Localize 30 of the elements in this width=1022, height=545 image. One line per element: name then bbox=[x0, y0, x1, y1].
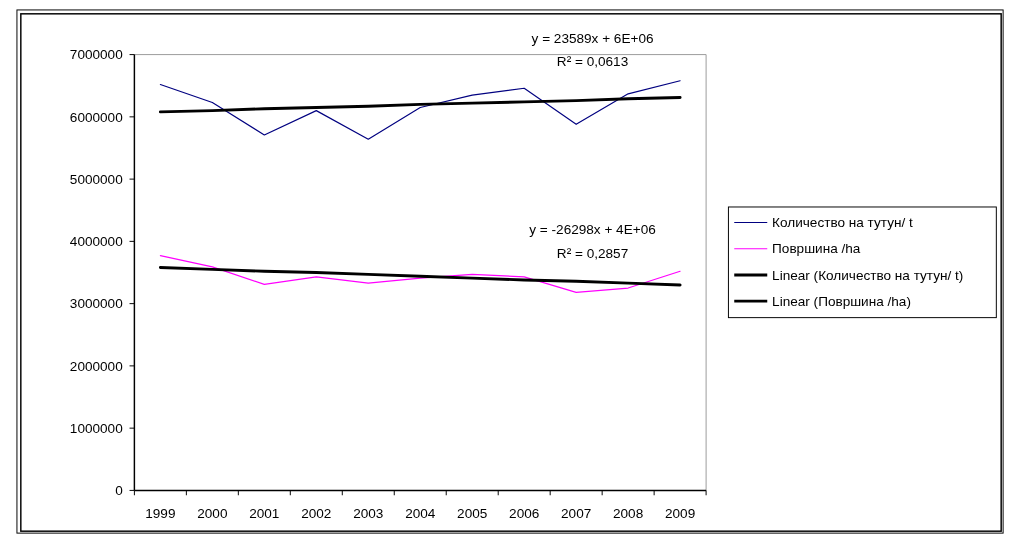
text: y = 23589x + 6E+06 bbox=[531, 31, 654, 47]
line-series bbox=[158, 96, 682, 114]
y-tick-label: 4000000 bbox=[69, 234, 124, 250]
x-tick-label: 2003 bbox=[353, 505, 384, 521]
legend-label: Linear (Површина /ha) bbox=[772, 293, 911, 309]
annotation: R² = 0,0613 bbox=[556, 54, 629, 70]
x-tick-label: 2009 bbox=[665, 505, 696, 521]
y-tick-label: 1000000 bbox=[69, 420, 124, 436]
y-tick-label: 7000000 bbox=[69, 47, 124, 63]
legend-label: Linear (Количество на тутун/ t) bbox=[772, 267, 964, 283]
x-tick-label: 1999 bbox=[145, 505, 176, 521]
y-tick-label: 6000000 bbox=[69, 109, 124, 125]
legend-label: Површина /ha bbox=[772, 241, 861, 257]
x-tick-label: 2000 bbox=[197, 505, 228, 521]
annotation: y = -26298x + 4E+06 bbox=[529, 222, 656, 238]
y-tick-label: 2000000 bbox=[69, 358, 124, 374]
x-tick-label: 2007 bbox=[561, 505, 592, 521]
y-tick-label: 5000000 bbox=[69, 171, 124, 187]
legend-label: Количество на тутун/ t bbox=[772, 215, 913, 231]
x-tick-label: 2004 bbox=[405, 505, 436, 521]
x-tick-label: 2002 bbox=[301, 505, 332, 521]
y-tick-label: 0 bbox=[115, 483, 124, 499]
y-tick-label: 3000000 bbox=[69, 296, 124, 312]
line-series bbox=[158, 266, 682, 287]
x-tick-label: 2006 bbox=[509, 505, 540, 521]
annotation: R² = 0,2857 bbox=[556, 245, 629, 261]
x-tick-label: 2008 bbox=[613, 505, 644, 521]
line-series bbox=[159, 80, 681, 140]
x-tick-label: 2005 bbox=[457, 505, 488, 521]
x-tick-label: 2001 bbox=[249, 505, 280, 521]
